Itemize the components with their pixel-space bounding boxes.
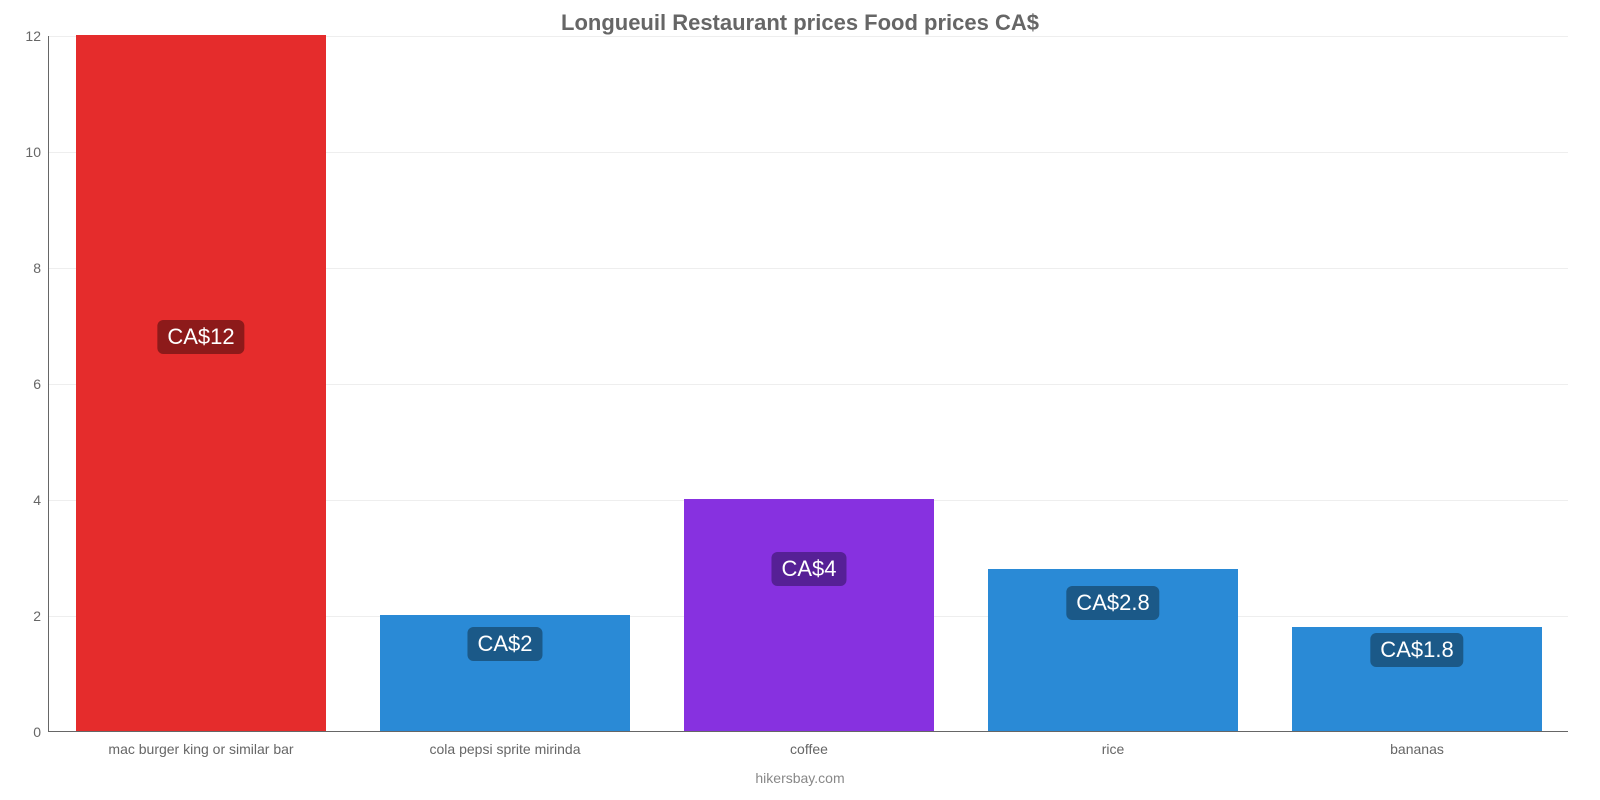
x-tick-label: rice (1102, 731, 1125, 757)
bar (76, 35, 325, 731)
chart-title: Longueuil Restaurant prices Food prices … (0, 10, 1600, 36)
bar-value-label: CA$2.8 (1066, 586, 1159, 620)
plot-area: 024681012CA$12mac burger king or similar… (48, 36, 1568, 732)
bar (684, 499, 933, 731)
bar-value-label: CA$1.8 (1370, 633, 1463, 667)
bar-value-label: CA$2 (467, 627, 542, 661)
bar-value-label: CA$12 (157, 320, 244, 354)
x-tick-label: mac burger king or similar bar (108, 731, 293, 757)
x-tick-label: coffee (790, 731, 828, 757)
x-tick-label: bananas (1390, 731, 1444, 757)
y-tick-label: 12 (25, 28, 49, 44)
y-tick-label: 0 (33, 724, 49, 740)
x-tick-label: cola pepsi sprite mirinda (430, 731, 581, 757)
y-tick-label: 4 (33, 492, 49, 508)
bar-value-label: CA$4 (771, 552, 846, 586)
y-tick-label: 6 (33, 376, 49, 392)
y-tick-label: 2 (33, 608, 49, 624)
price-bar-chart: Longueuil Restaurant prices Food prices … (0, 0, 1600, 800)
y-tick-label: 10 (25, 144, 49, 160)
chart-footer: hikersbay.com (0, 770, 1600, 786)
y-tick-label: 8 (33, 260, 49, 276)
